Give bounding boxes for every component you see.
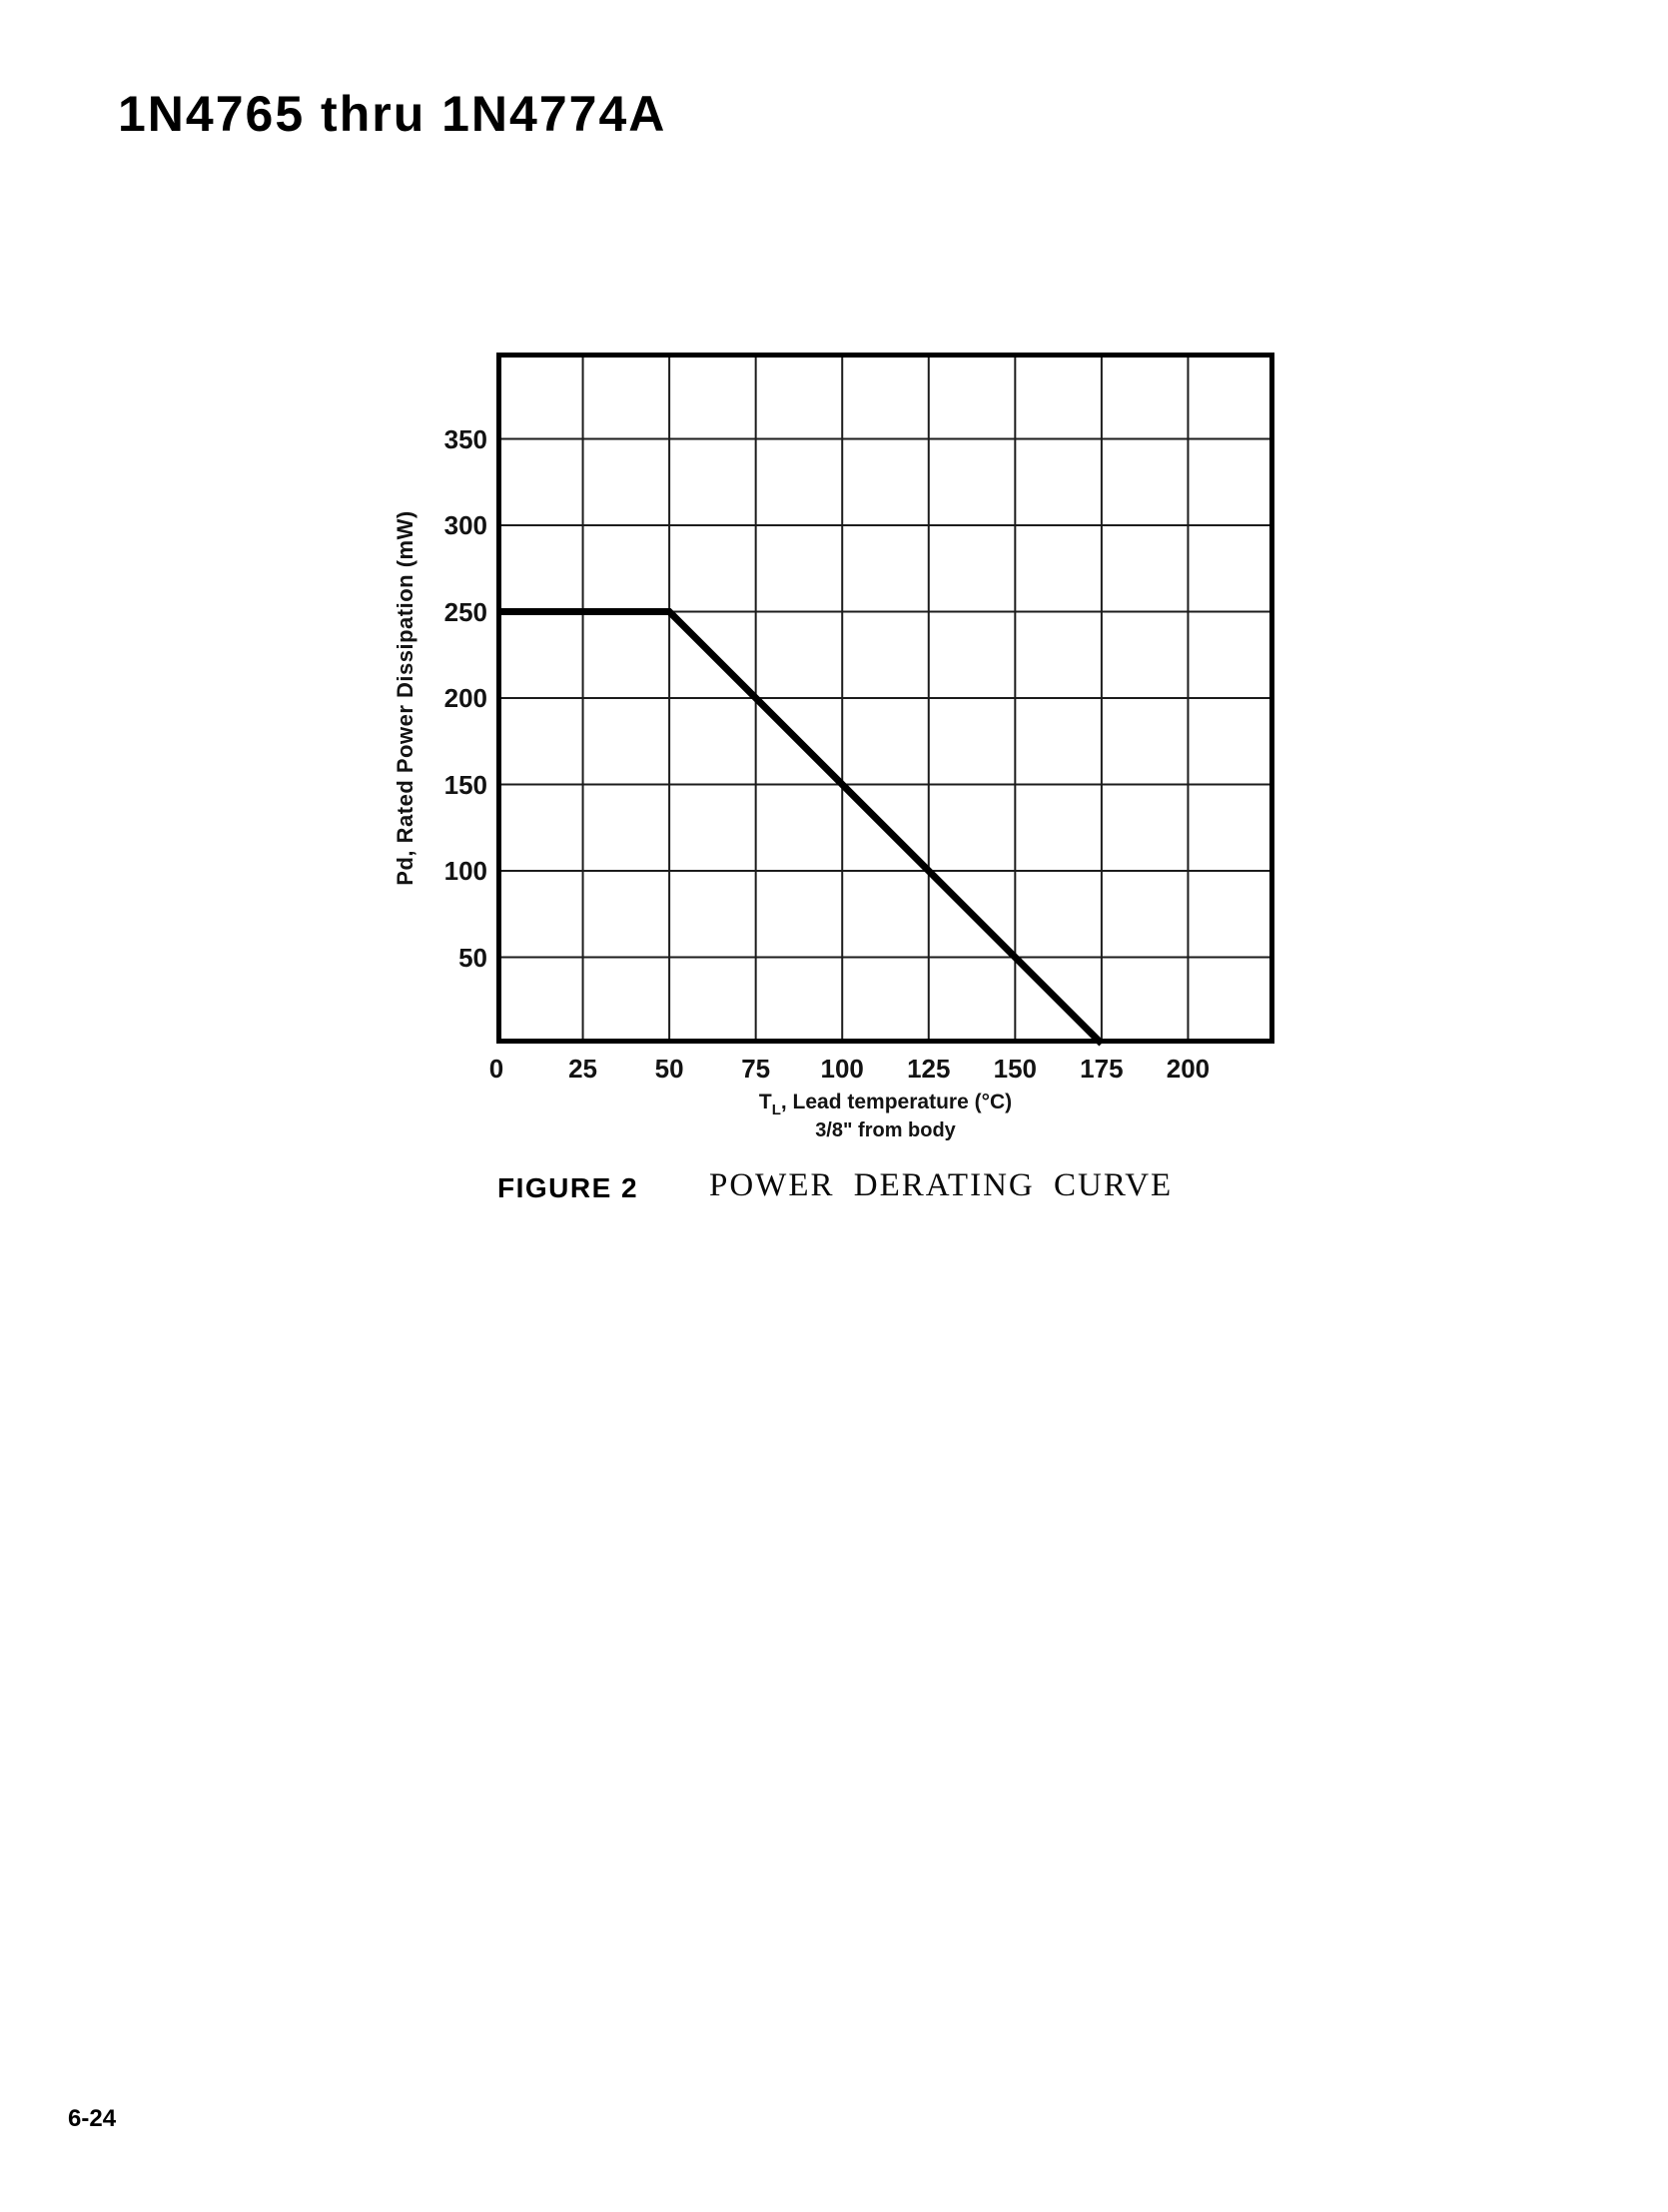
y-tick-label: 250: [443, 596, 487, 627]
power-derating-chart: [496, 353, 1274, 1047]
x-axis-title-text: , Lead temperature (°C): [780, 1091, 1013, 1113]
derating-curve: [496, 608, 1105, 1047]
x-tick-label: 175: [1080, 1054, 1124, 1084]
x-axis-title: TL, Lead temperature (°C): [496, 1092, 1274, 1120]
y-tick-label: 50: [458, 942, 487, 973]
x-tick-label: 75: [741, 1054, 771, 1084]
y-tick-label: 300: [443, 510, 487, 540]
figure-label: FIGURE 2: [497, 1172, 639, 1203]
y-tick-label: 150: [443, 769, 487, 800]
x-tick-label: 150: [993, 1054, 1038, 1084]
page-number: 6-24: [68, 2105, 117, 2132]
figure-caption: POWER DERATING CURVE: [709, 1167, 1174, 1203]
x-tick-label: 25: [568, 1054, 597, 1084]
x-tick-label: 0: [488, 1054, 504, 1084]
y-tick-label: 200: [443, 683, 487, 713]
x-axis-title-symbol: T: [758, 1091, 772, 1113]
page-title: 1N4765 thru 1N4774A: [118, 86, 667, 142]
x-axis-title-subscript: L: [771, 1102, 781, 1118]
x-tick-label: 100: [820, 1054, 864, 1084]
x-tick-label: 50: [654, 1054, 684, 1084]
y-tick-label: 100: [443, 856, 487, 886]
y-axis-title: Pd, Rated Power Dissipation (mW): [393, 510, 417, 886]
x-tick-label: 125: [907, 1054, 951, 1084]
y-tick-label: 350: [443, 423, 487, 454]
x-axis-title-line2: 3/8" from body: [815, 1119, 956, 1141]
x-tick-label: 200: [1166, 1054, 1211, 1084]
plot-border: [496, 353, 1274, 1044]
